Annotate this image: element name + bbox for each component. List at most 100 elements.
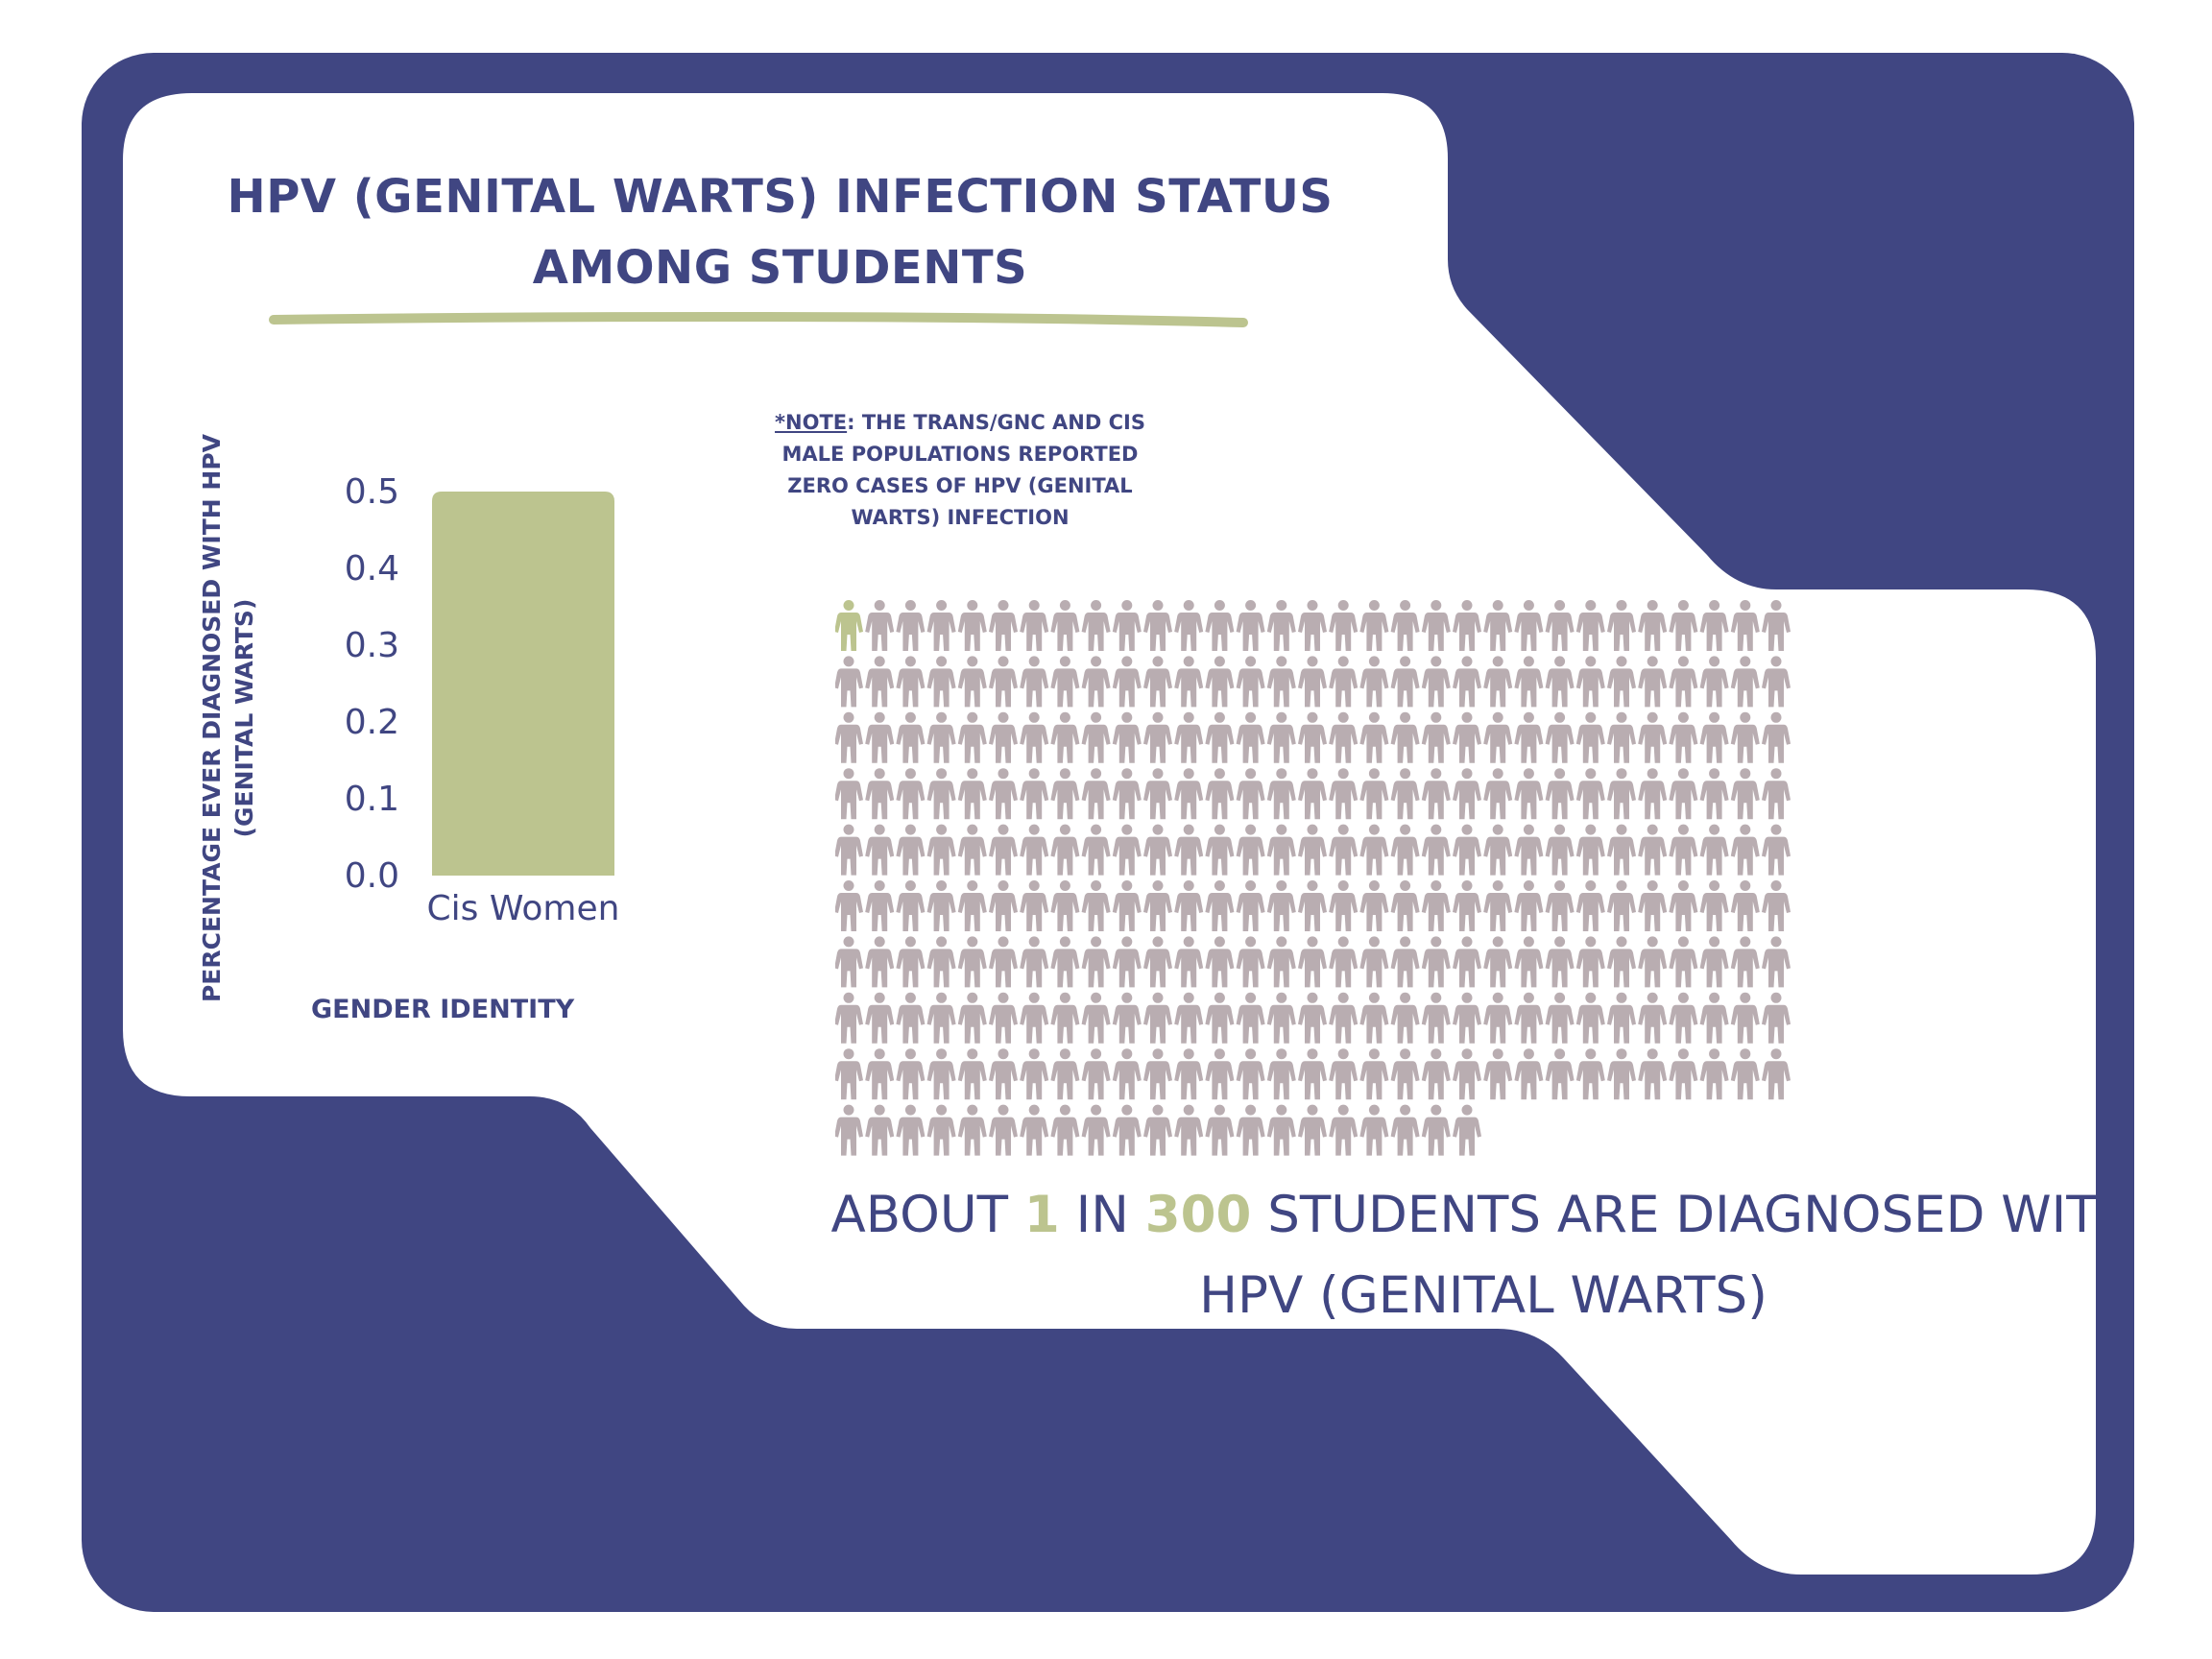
- person-icon: [1112, 1048, 1142, 1100]
- person-icon: [1050, 768, 1080, 820]
- person-icon: [1081, 880, 1111, 931]
- person-icon: [926, 1048, 956, 1100]
- person-icon: [865, 768, 895, 820]
- person-icon: [926, 992, 956, 1044]
- person-icon: [1329, 1048, 1358, 1100]
- person-icon: [1266, 711, 1296, 763]
- person-icon: [896, 711, 926, 763]
- person-icon: [1266, 656, 1296, 708]
- person-icon: [1545, 711, 1575, 763]
- person-icon: [1050, 824, 1080, 876]
- summary-statement: ABOUT 1 IN 300 STUDENTS ARE DIAGNOSED WI…: [826, 1175, 2141, 1336]
- person-icon: [1483, 656, 1513, 708]
- person-icon: [989, 936, 1018, 988]
- person-icon: [865, 992, 895, 1044]
- person-icon: [1359, 992, 1389, 1044]
- summary-part-2: IN: [1059, 1186, 1145, 1244]
- person-icon: [1236, 1104, 1265, 1156]
- person-icon: [1020, 1048, 1049, 1100]
- person-icon: [1112, 824, 1142, 876]
- person-icon: [1514, 711, 1544, 763]
- person-icon: [1205, 711, 1235, 763]
- person-icon: [1421, 711, 1451, 763]
- person-icon: [1730, 880, 1760, 931]
- person-icon: [1205, 768, 1235, 820]
- person-icon: [926, 656, 956, 708]
- person-icon: [1174, 936, 1204, 988]
- person-icon: [1174, 711, 1204, 763]
- person-icon: [1298, 600, 1327, 651]
- person-icon: [926, 600, 956, 651]
- person-icon: [1050, 600, 1080, 651]
- person-icon: [865, 711, 895, 763]
- person-icon: [1483, 936, 1513, 988]
- person-icon: [1762, 936, 1791, 988]
- person-icon: [1545, 824, 1575, 876]
- person-icon: [1112, 600, 1142, 651]
- person-icon: [1638, 824, 1668, 876]
- person-icon: [1638, 600, 1668, 651]
- person-icon: [1112, 936, 1142, 988]
- person-icon: [1050, 656, 1080, 708]
- person-icon: [1421, 656, 1451, 708]
- person-icon: [1174, 768, 1204, 820]
- person-icon: [1730, 656, 1760, 708]
- person-icon: [1390, 1048, 1420, 1100]
- person-icon: [1575, 656, 1605, 708]
- person-icon: [1699, 992, 1729, 1044]
- person-icon: [1236, 600, 1265, 651]
- person-icon: [1638, 936, 1668, 988]
- person-icon: [835, 656, 863, 708]
- person-icon: [1143, 824, 1172, 876]
- person-icon: [1575, 711, 1605, 763]
- person-icon: [1453, 992, 1481, 1044]
- person-icon: [1359, 600, 1389, 651]
- y-tick-label: 0.0: [345, 856, 399, 896]
- person-icon: [835, 1104, 863, 1156]
- person-icon: [1143, 936, 1172, 988]
- person-icon: [896, 1104, 926, 1156]
- person-icon: [1762, 880, 1791, 931]
- person-icon: [957, 824, 987, 876]
- y-tick-label: 0.5: [345, 472, 399, 512]
- person-icon: [1762, 711, 1791, 763]
- person-icon: [1669, 936, 1698, 988]
- person-icon: [1483, 711, 1513, 763]
- person-icon: [1266, 768, 1296, 820]
- person-icon: [1699, 711, 1729, 763]
- person-icon: [1266, 600, 1296, 651]
- person-icon: [1266, 1048, 1296, 1100]
- person-icon: [1607, 1048, 1636, 1100]
- person-icon: [1174, 600, 1204, 651]
- person-icon: [1020, 992, 1049, 1044]
- person-icon: [1081, 656, 1111, 708]
- person-icon: [1143, 1048, 1172, 1100]
- person-icon: [1359, 768, 1389, 820]
- person-icon: [1421, 600, 1451, 651]
- person-icon: [1545, 880, 1575, 931]
- title-underline-stroke: [269, 311, 1248, 327]
- person-icon: [1699, 656, 1729, 708]
- person-icon: [1453, 656, 1481, 708]
- person-icon: [1545, 1048, 1575, 1100]
- person-icon: [926, 824, 956, 876]
- person-icon: [1143, 600, 1172, 651]
- person-icon: [1669, 880, 1698, 931]
- person-icon: [1730, 600, 1760, 651]
- person-icon: [1266, 880, 1296, 931]
- person-icon: [1020, 600, 1049, 651]
- person-icon: [989, 600, 1018, 651]
- note-lead: *NOTE: [775, 411, 848, 434]
- person-icon: [1730, 824, 1760, 876]
- person-icon: [1020, 656, 1049, 708]
- person-icon: [1050, 1048, 1080, 1100]
- person-icon: [835, 936, 863, 988]
- person-icon: [1545, 768, 1575, 820]
- person-icon: [1483, 1048, 1513, 1100]
- person-icon: [1699, 600, 1729, 651]
- person-icon: [1050, 1104, 1080, 1156]
- x-tick-label: Cis Women: [427, 889, 620, 928]
- person-icon: [1669, 711, 1698, 763]
- person-icon: [1669, 824, 1698, 876]
- y-tick-label: 0.4: [345, 549, 399, 589]
